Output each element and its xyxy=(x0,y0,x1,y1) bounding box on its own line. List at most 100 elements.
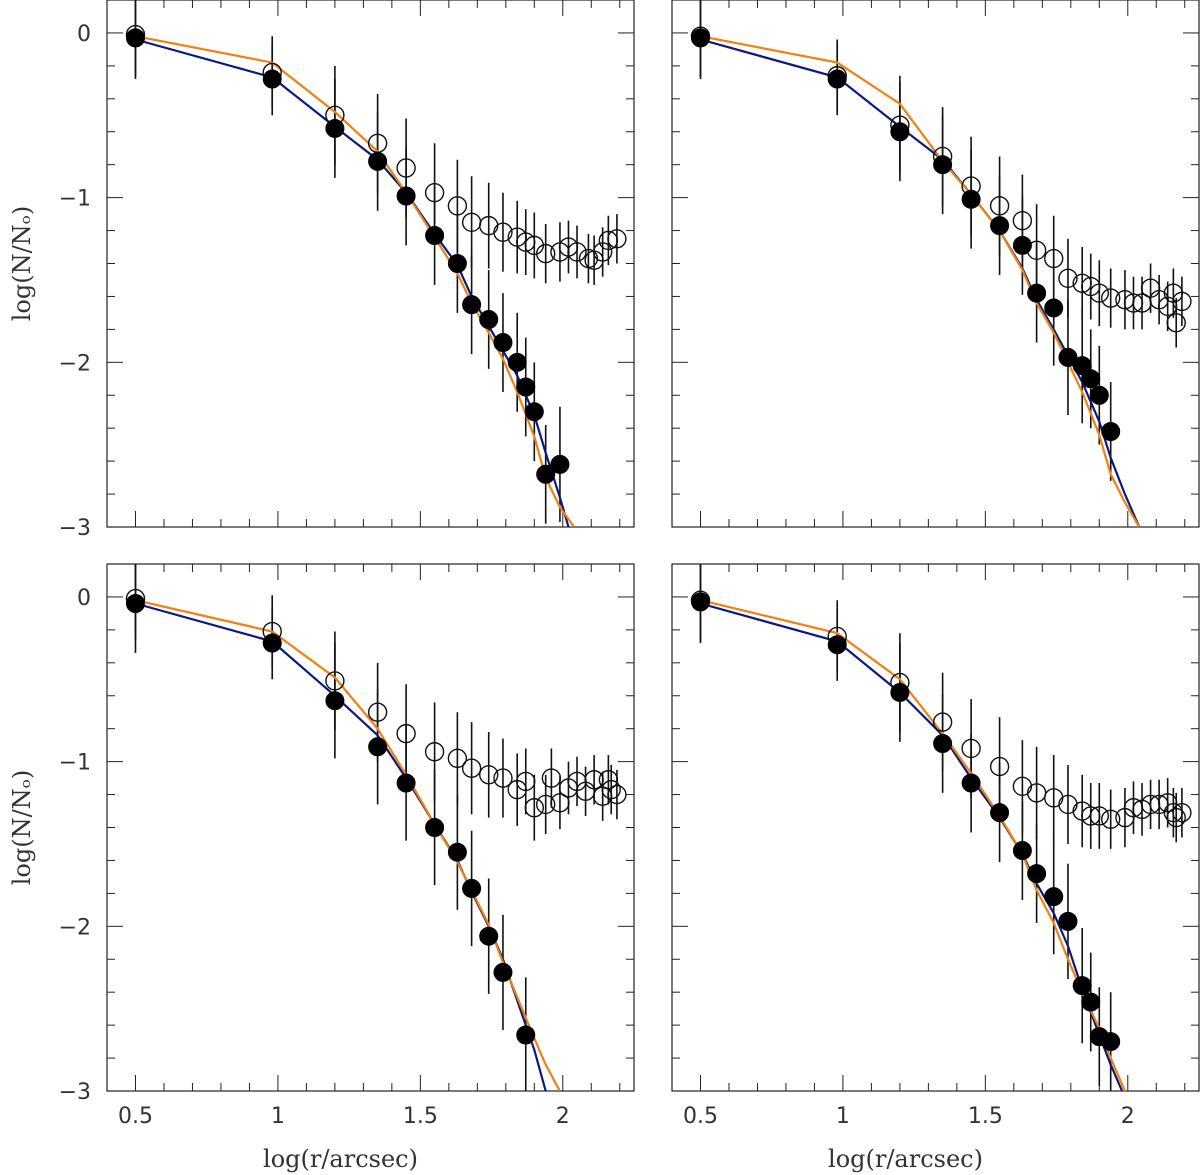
filled-point xyxy=(890,682,910,702)
data-layer xyxy=(690,564,1192,1091)
panel-top-left: 0 −1 −2 −3 log(N/Nₒ) xyxy=(8,0,635,541)
open-point xyxy=(1044,248,1064,269)
open-point xyxy=(493,768,513,788)
x-tick-label: 2 xyxy=(1121,1104,1135,1129)
open-point xyxy=(607,784,627,805)
y-axis-title: log(N/Nₒ) xyxy=(8,770,36,886)
filled-point xyxy=(1012,841,1032,861)
open-point xyxy=(396,723,416,744)
open-point xyxy=(516,771,536,792)
x-tick-label: 1 xyxy=(836,1104,850,1129)
open-point xyxy=(493,222,513,242)
panel-bottom-right: 0.5 1 1.5 2 log(r/arcsec) xyxy=(671,563,1200,1173)
filled-point xyxy=(516,377,536,397)
filled-point xyxy=(262,633,282,653)
filled-point xyxy=(536,464,556,484)
open-point xyxy=(524,798,544,818)
y-axis-title: log(N/Nₒ) xyxy=(8,206,36,322)
filled-point xyxy=(990,216,1010,236)
y-tick-label: 0 xyxy=(77,586,91,611)
filled-point xyxy=(961,773,981,793)
filled-point xyxy=(493,333,513,353)
filled-point xyxy=(990,803,1010,823)
orange-model-line xyxy=(135,599,561,1091)
filled-point xyxy=(933,734,953,754)
x-axis-title: log(r/arcsec) xyxy=(263,1145,418,1173)
open-point xyxy=(1163,802,1184,823)
orange-model-line xyxy=(135,35,576,527)
filled-point xyxy=(1058,347,1078,367)
open-point xyxy=(1089,806,1109,826)
open-point xyxy=(1140,794,1161,815)
filled-point xyxy=(1081,992,1101,1012)
open-point xyxy=(584,770,604,790)
filled-point xyxy=(325,691,345,711)
filled-point xyxy=(827,635,847,655)
filled-point xyxy=(550,454,570,474)
filled-point xyxy=(1101,421,1121,441)
panel-bottom-left: 0 −1 −2 −3 0.5 1 1.5 2 log(r/arcsec) log(N/Nₒ) xyxy=(8,563,635,1173)
filled-point xyxy=(690,592,710,612)
x-tick-label: 1 xyxy=(271,1104,285,1129)
filled-point xyxy=(961,189,981,209)
filled-point xyxy=(1027,283,1047,303)
y-tick-label: −2 xyxy=(59,351,91,376)
open-point xyxy=(601,779,621,800)
y-tick-label: −3 xyxy=(59,516,91,541)
open-point xyxy=(461,758,482,778)
filled-point xyxy=(516,1025,536,1045)
open-point xyxy=(598,770,619,790)
filled-point xyxy=(1081,369,1101,389)
open-point xyxy=(1012,210,1033,231)
open-point xyxy=(989,196,1010,216)
filled-point xyxy=(325,118,345,138)
x-tick-label: 1.5 xyxy=(968,1104,1003,1129)
open-point xyxy=(1149,794,1169,815)
open-point xyxy=(325,671,345,691)
open-point xyxy=(479,765,499,785)
open-point xyxy=(367,702,388,722)
plot-frame xyxy=(671,563,1200,1092)
filled-point xyxy=(1072,976,1092,996)
open-point xyxy=(1089,283,1109,303)
open-point xyxy=(550,793,570,813)
filled-point xyxy=(479,926,499,946)
filled-point xyxy=(1044,298,1064,318)
orange-model-line xyxy=(700,599,1126,1091)
data-layer xyxy=(125,0,627,527)
filled-point xyxy=(125,594,145,614)
plot-frame xyxy=(671,0,1200,528)
open-point xyxy=(1072,273,1092,293)
filled-point xyxy=(493,962,513,982)
filled-point xyxy=(479,309,499,329)
filled-point xyxy=(1089,385,1109,405)
filled-point xyxy=(1101,1032,1121,1052)
open-point xyxy=(1058,268,1078,289)
open-point xyxy=(989,756,1010,777)
filled-point xyxy=(368,737,388,757)
open-point xyxy=(1100,288,1121,308)
open-point xyxy=(535,243,556,264)
filled-point xyxy=(1044,887,1064,907)
blue-model-line xyxy=(135,602,547,1091)
y-tick-label: 0 xyxy=(77,22,91,47)
x-tick-label: 0.5 xyxy=(118,1104,153,1129)
blue-model-line xyxy=(700,602,1124,1091)
filled-point xyxy=(507,352,527,372)
open-point xyxy=(1172,802,1192,823)
open-point xyxy=(535,794,556,815)
open-point xyxy=(447,196,468,216)
orange-model-line xyxy=(700,35,1141,527)
y-tick-label: −1 xyxy=(59,751,91,776)
open-point xyxy=(961,738,981,759)
filled-point xyxy=(262,69,282,89)
y-tick-label: −1 xyxy=(59,187,91,212)
filled-point xyxy=(396,186,416,206)
filled-point xyxy=(462,878,482,898)
open-point xyxy=(1166,313,1186,333)
open-point xyxy=(592,242,613,262)
plot-frame xyxy=(106,0,635,528)
open-point xyxy=(424,742,445,762)
plot-frame xyxy=(106,563,635,1092)
